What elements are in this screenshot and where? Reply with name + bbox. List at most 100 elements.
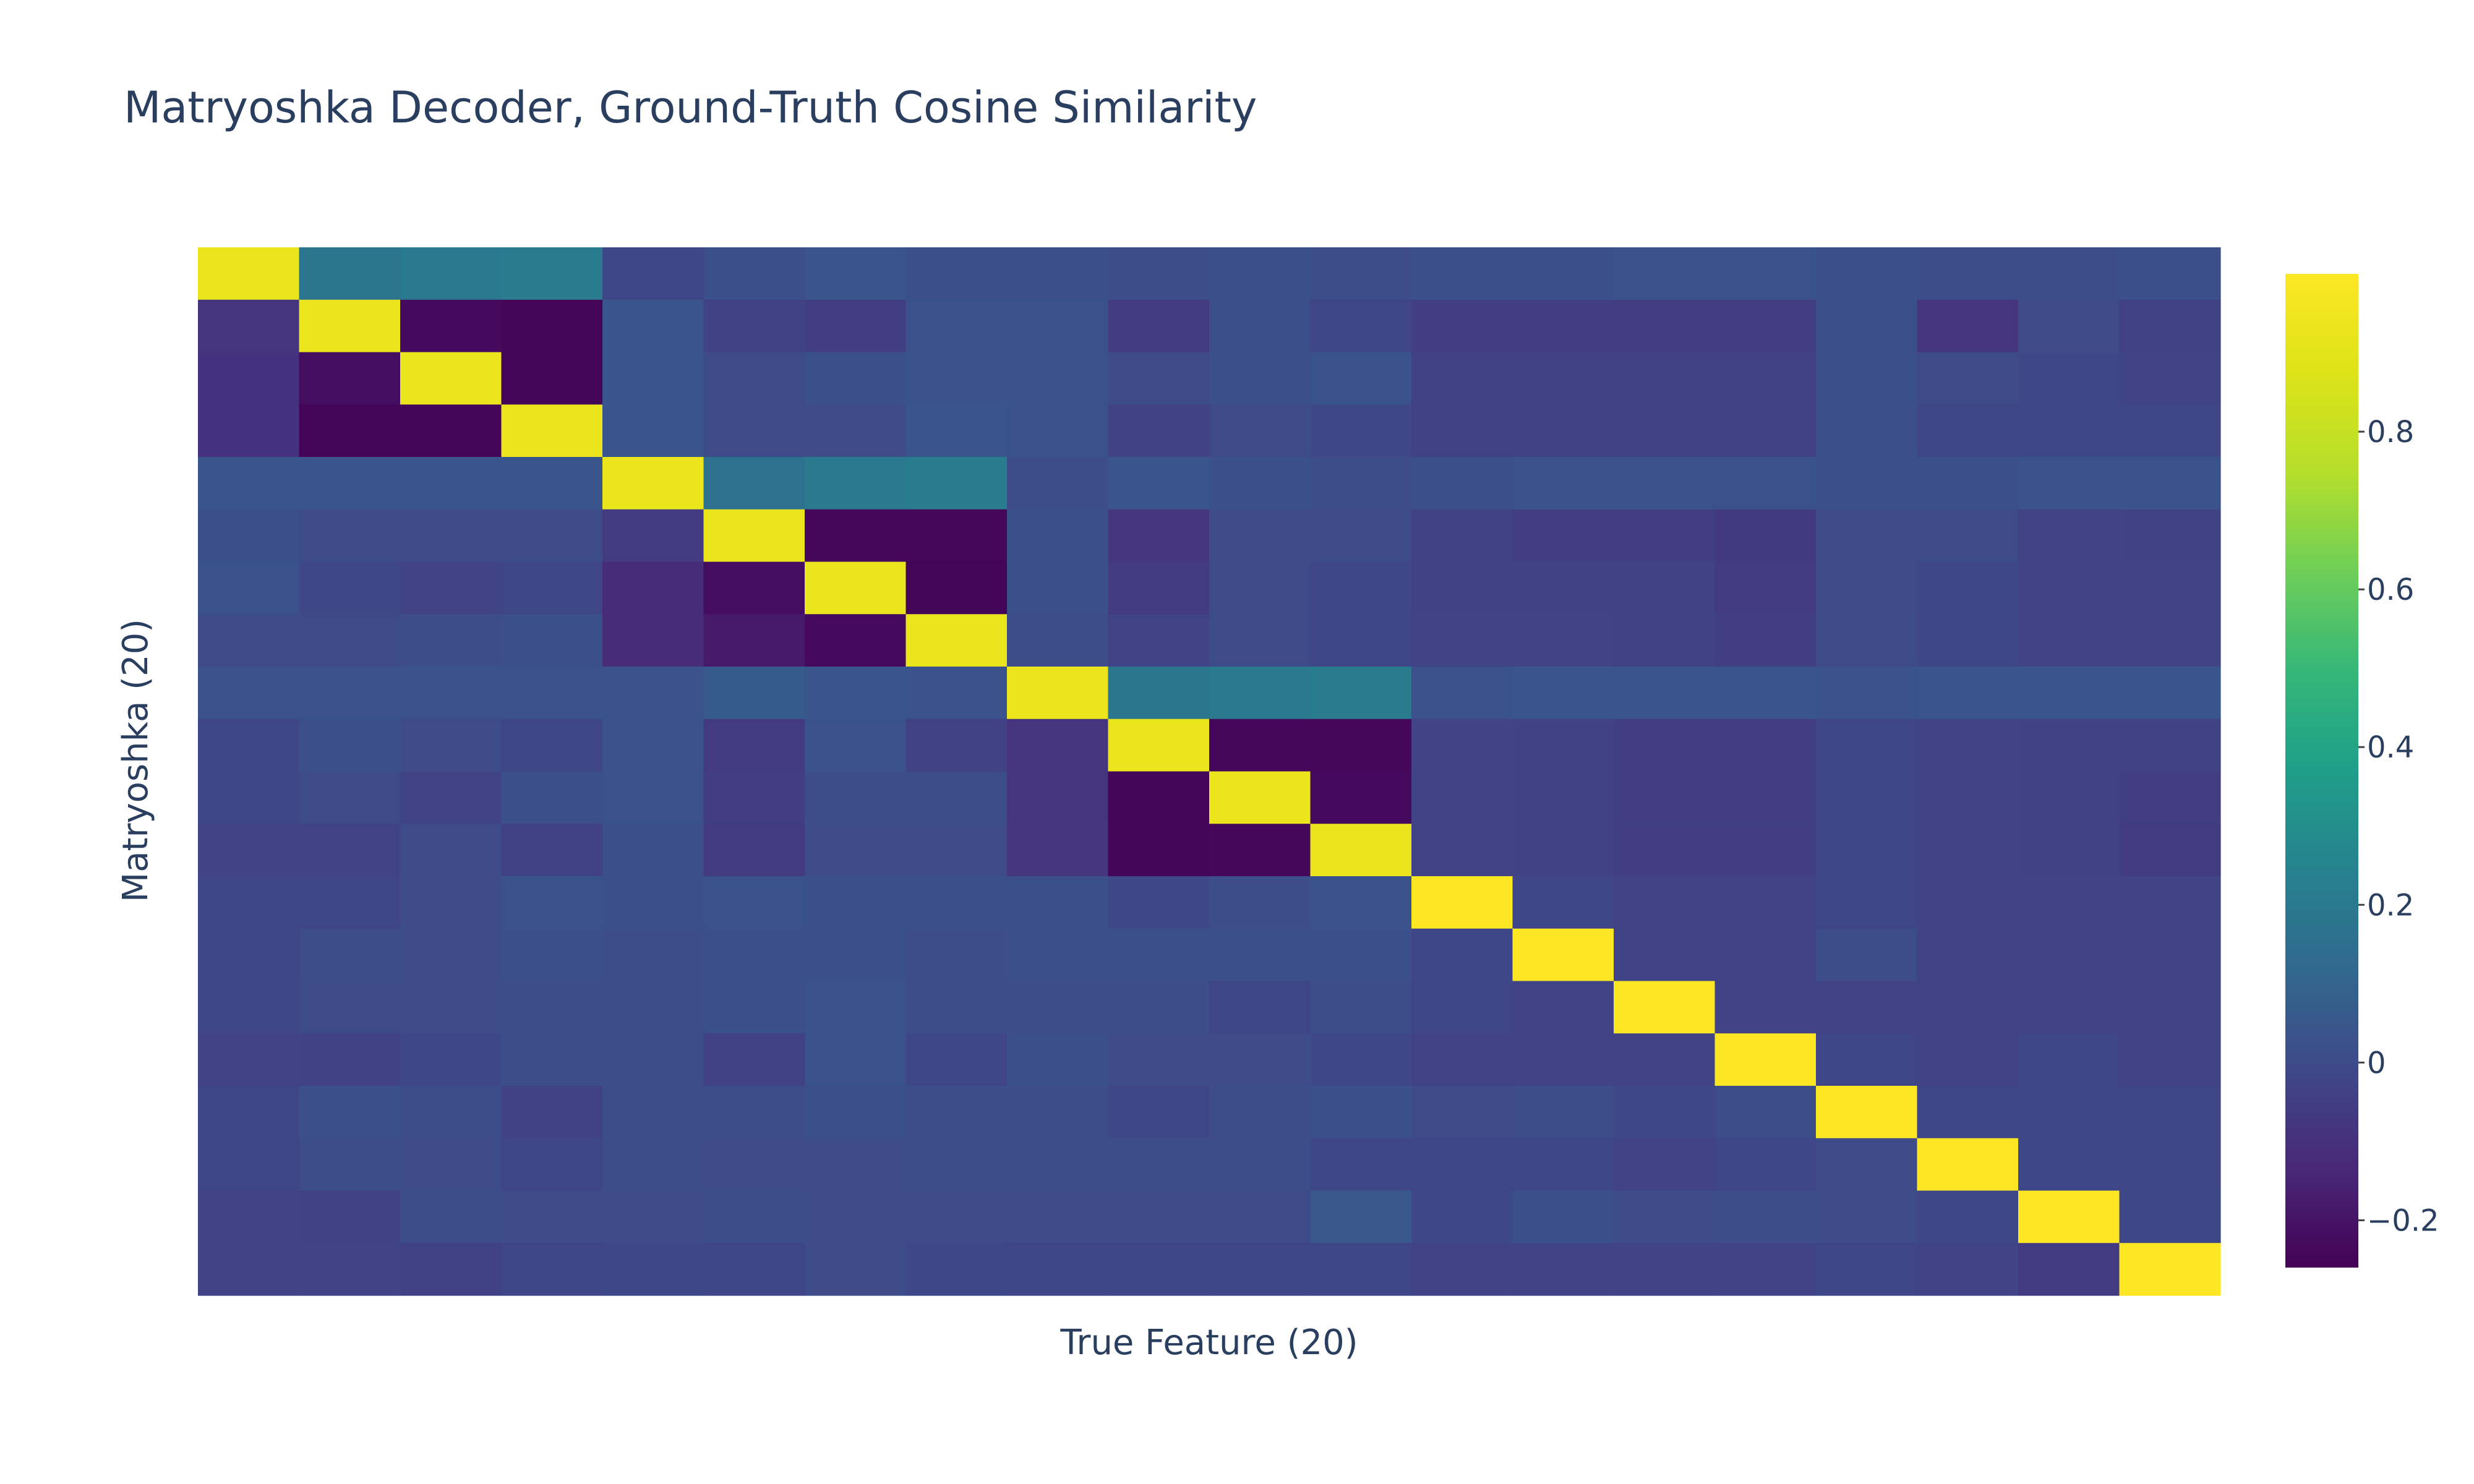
heatmap-cell: [299, 719, 401, 772]
heatmap-cell: [703, 667, 805, 720]
heatmap-cell: [805, 1033, 907, 1086]
heatmap-cell: [905, 299, 1008, 353]
heatmap-cell: [1714, 981, 1817, 1034]
heatmap-cell: [1411, 561, 1513, 615]
heatmap-cell: [602, 1086, 704, 1139]
heatmap-cell: [703, 981, 805, 1034]
heatmap-cell: [1007, 928, 1109, 982]
heatmap-cell: [1108, 457, 1210, 510]
heatmap-cell: [1007, 247, 1109, 301]
heatmap-cell: [1209, 719, 1311, 772]
heatmap-cell: [1816, 614, 1918, 667]
heatmap-cell: [1310, 614, 1412, 667]
heatmap-cell: [198, 719, 300, 772]
heatmap-cell: [1310, 1190, 1412, 1243]
heatmap-cell: [1512, 981, 1614, 1034]
heatmap-cell: [1411, 509, 1513, 563]
heatmap-cell: [1512, 352, 1614, 405]
heatmap-cell: [703, 1243, 805, 1296]
heatmap-cell: [1512, 719, 1614, 772]
heatmap-cell: [1411, 719, 1513, 772]
heatmap-cell: [2018, 1243, 2120, 1296]
heatmap-cell: [602, 299, 704, 353]
heatmap-cell: [1310, 876, 1412, 929]
colorbar-tick-label: 0.8: [2367, 415, 2414, 450]
heatmap-cell: [400, 614, 502, 667]
heatmap-cell: [1007, 876, 1109, 929]
heatmap-cell: [805, 876, 907, 929]
heatmap-cell: [1411, 876, 1513, 929]
heatmap-cell: [602, 981, 704, 1034]
heatmap-cell: [501, 1086, 603, 1139]
heatmap-cells: [198, 247, 2221, 1296]
heatmap-cell: [2018, 771, 2120, 824]
heatmap-cell: [1714, 1086, 1817, 1139]
heatmap-cell: [1411, 247, 1513, 301]
heatmap-cell: [299, 981, 401, 1034]
heatmap-cell: [1816, 719, 1918, 772]
heatmap-cell: [198, 928, 300, 982]
heatmap-cell: [805, 1190, 907, 1243]
heatmap-cell: [1917, 1086, 2019, 1139]
heatmap-cell: [905, 876, 1008, 929]
heatmap-cell: [1007, 667, 1109, 720]
heatmap-cell: [1411, 1190, 1513, 1243]
heatmap-cell: [2018, 667, 2120, 720]
heatmap-cell: [1007, 771, 1109, 824]
heatmap-cell: [1007, 509, 1109, 563]
heatmap-cell: [400, 771, 502, 824]
heatmap-cell: [501, 719, 603, 772]
heatmap-cell: [1310, 561, 1412, 615]
heatmap-cell: [1714, 1138, 1817, 1192]
heatmap-cell: [1614, 667, 1716, 720]
heatmap-cell: [1108, 1190, 1210, 1243]
heatmap-cell: [1108, 928, 1210, 982]
heatmap-cell: [1310, 457, 1412, 510]
heatmap-cell: [1512, 404, 1614, 458]
heatmap-cell: [1108, 561, 1210, 615]
heatmap-cell: [1714, 404, 1817, 458]
heatmap-cell: [1917, 981, 2019, 1034]
heatmap-cell: [1007, 1243, 1109, 1296]
heatmap-cell: [2119, 1138, 2221, 1192]
heatmap-cell: [1209, 247, 1311, 301]
heatmap-cell: [1816, 457, 1918, 510]
heatmap-cell: [1614, 876, 1716, 929]
heatmap-cell: [703, 299, 805, 353]
heatmap-cell: [1108, 1138, 1210, 1192]
heatmap-cell: [1714, 561, 1817, 615]
heatmap-cell: [198, 404, 300, 458]
heatmap-cell: [1108, 1243, 1210, 1296]
heatmap-cell: [1007, 1138, 1109, 1192]
heatmap-cell: [2018, 928, 2120, 982]
heatmap-cell: [602, 561, 704, 615]
heatmap-cell: [1007, 981, 1109, 1034]
heatmap-cell: [703, 247, 805, 301]
heatmap-cell: [1512, 876, 1614, 929]
heatmap-cell: [400, 667, 502, 720]
heatmap-cell: [703, 928, 805, 982]
heatmap-cell: [703, 771, 805, 824]
heatmap-cell: [299, 247, 401, 301]
heatmap-cell: [905, 1086, 1008, 1139]
heatmap-cell: [299, 1086, 401, 1139]
heatmap-cell: [805, 928, 907, 982]
heatmap-cell: [1614, 352, 1716, 405]
heatmap-cell: [1917, 1243, 2019, 1296]
heatmap-cell: [1816, 1243, 1918, 1296]
heatmap-cell: [1614, 981, 1716, 1034]
heatmap-cell: [1512, 1086, 1614, 1139]
heatmap-cell: [1816, 561, 1918, 615]
heatmap-cell: [1108, 876, 1210, 929]
chart-title: Matryoshka Decoder, Ground-Truth Cosine …: [124, 82, 1257, 133]
heatmap-cell: [602, 771, 704, 824]
heatmap-cell: [198, 667, 300, 720]
heatmap-cell: [905, 667, 1008, 720]
heatmap-cell: [1209, 1033, 1311, 1086]
heatmap-cell: [905, 561, 1008, 615]
heatmap-cell: [1108, 299, 1210, 353]
heatmap-cell: [1209, 771, 1311, 824]
heatmap-cell: [1209, 404, 1311, 458]
heatmap-cell: [1917, 247, 2019, 301]
heatmap-cell: [2119, 1243, 2221, 1296]
